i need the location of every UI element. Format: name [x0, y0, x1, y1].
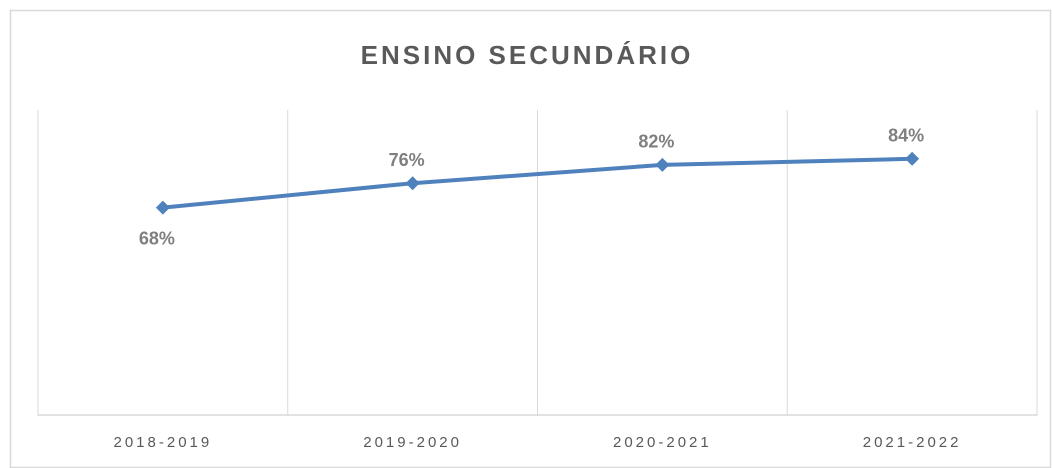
marker	[155, 200, 170, 215]
x-tick-label: 2019-2020	[363, 434, 462, 451]
x-tick-label: 2020-2021	[613, 434, 712, 451]
marker	[655, 157, 670, 172]
data-label: 76%	[389, 150, 425, 170]
chart-title: ENSINO SECUNDÁRIO	[361, 40, 694, 70]
line	[162, 156, 913, 210]
chart-border	[9, 9, 1052, 468]
data-label: 82%	[638, 132, 674, 152]
marker	[405, 176, 420, 191]
data-label: 68%	[139, 228, 175, 248]
data-label: 84%	[888, 126, 924, 146]
marker	[905, 151, 920, 166]
x-tick-label: 2018-2019	[114, 434, 213, 451]
x-tick-label: 2021-2022	[863, 434, 962, 451]
